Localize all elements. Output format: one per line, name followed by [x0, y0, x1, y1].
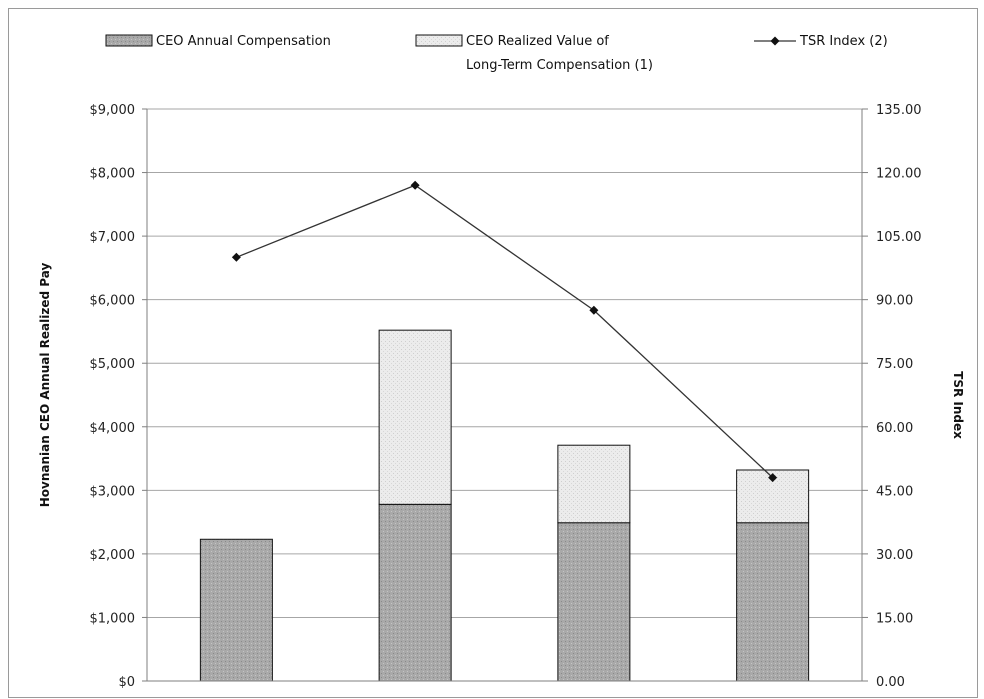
legend-label-tsr: TSR Index (2): [799, 34, 888, 49]
bar-annual-compensation: [736, 522, 810, 682]
legend-label-annual-compensation: CEO Annual Compensation: [156, 34, 331, 49]
right-tick-label: 30.00: [876, 548, 913, 563]
right-axis-title: TSR Index: [951, 371, 965, 439]
left-tick-label: $4,000: [90, 421, 136, 436]
right-tick-label: 135.00: [876, 103, 922, 118]
right-tick-label: 120.00: [876, 167, 922, 182]
bar-annual-compensation: [199, 538, 273, 682]
legend: CEO Annual Compensation CEO Realized Valu…: [105, 34, 888, 73]
left-tick-label: $0: [118, 675, 135, 690]
legend-label-long-term-line2: Long-Term Compensation (1): [466, 58, 653, 73]
left-tick-label: $7,000: [90, 230, 136, 245]
left-axis-title: Hovnanian CEO Annual Realized Pay: [38, 263, 52, 508]
legend-swatch-annual-compensation: [105, 34, 153, 47]
chart-frame: $0 0.00 $1,000 15.00 $2,000 30.00 $3,000 45.00 $…: [8, 8, 978, 698]
right-tick-label: 105.00: [876, 230, 922, 245]
bar-long-term-compensation: [378, 329, 452, 505]
left-tick-label: $6,000: [90, 294, 136, 309]
right-tick-label: 45.00: [876, 484, 913, 499]
tick-labels: $0 0.00 $1,000 15.00 $2,000 30.00 $3,000 45.00 $…: [90, 103, 922, 690]
right-tick-label: 15.00: [876, 611, 913, 626]
tsr-line-path: [236, 184, 774, 479]
axes: [142, 108, 868, 682]
left-tick-label: $1,000: [90, 611, 136, 626]
tsr-point: [768, 473, 778, 483]
tsr-point: [410, 180, 420, 190]
legend-marker-tsr: [770, 36, 780, 46]
left-tick-label: $3,000: [90, 484, 136, 499]
tsr-line: [231, 180, 778, 483]
tsr-point: [589, 305, 599, 315]
bar-annual-compensation: [557, 522, 631, 682]
bar-annual-compensation: [378, 503, 452, 682]
bar-long-term-compensation: [557, 444, 631, 524]
legend-swatch-long-term-compensation: [415, 34, 463, 47]
legend-label-long-term-line1: CEO Realized Value of: [466, 34, 609, 49]
tsr-point: [231, 252, 241, 262]
right-tick-label: 90.00: [876, 294, 913, 309]
right-tick-label: 0.00: [876, 675, 905, 690]
left-tick-label: $9,000: [90, 103, 136, 118]
right-tick-label: 60.00: [876, 421, 913, 436]
axis-titles: Hovnanian CEO Annual Realized Pay TSR Ind…: [38, 263, 965, 508]
left-tick-label: $8,000: [90, 167, 136, 182]
left-tick-label: $2,000: [90, 548, 136, 563]
chart-svg: $0 0.00 $1,000 15.00 $2,000 30.00 $3,000 45.00 $…: [38, 34, 965, 690]
bars: [199, 329, 810, 682]
left-tick-label: $5,000: [90, 357, 136, 372]
right-tick-label: 75.00: [876, 357, 913, 372]
